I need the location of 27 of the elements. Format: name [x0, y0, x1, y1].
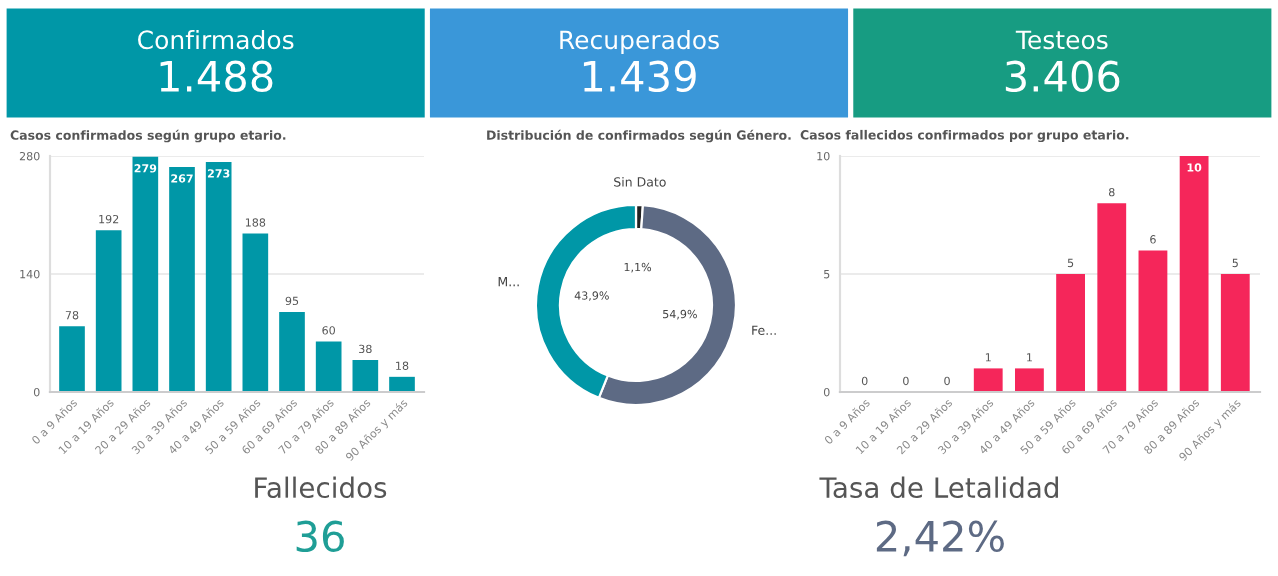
category-label: Testeos: [1015, 30, 1108, 50]
category-label: Recuperados: [560, 29, 719, 55]
bar: [973, 368, 1003, 392]
bar: [389, 376, 415, 392]
category-label: Fallecidos: [255, 476, 387, 499]
bar: [279, 311, 305, 392]
bar: [169, 166, 195, 392]
text: 1.439: [583, 60, 696, 93]
bar: [1056, 274, 1085, 392]
bar: [95, 230, 122, 392]
category-label: Tasa de Letalidad: [819, 476, 1058, 499]
bar: [1220, 274, 1250, 392]
bar: [1138, 250, 1168, 392]
bar: [205, 161, 232, 392]
category-label: Confirmados: [138, 29, 294, 50]
bar: [242, 233, 269, 392]
bar: [59, 326, 85, 392]
bar: [315, 341, 342, 392]
text: 36: [296, 520, 344, 553]
text: 1.488: [160, 60, 273, 93]
text: 3.406: [1005, 60, 1120, 93]
bar: [1179, 156, 1209, 392]
bar: [1015, 368, 1044, 392]
text: 2,42%: [876, 520, 1004, 557]
bar: [352, 359, 379, 392]
bar: [1097, 203, 1127, 392]
bar: [132, 156, 159, 392]
